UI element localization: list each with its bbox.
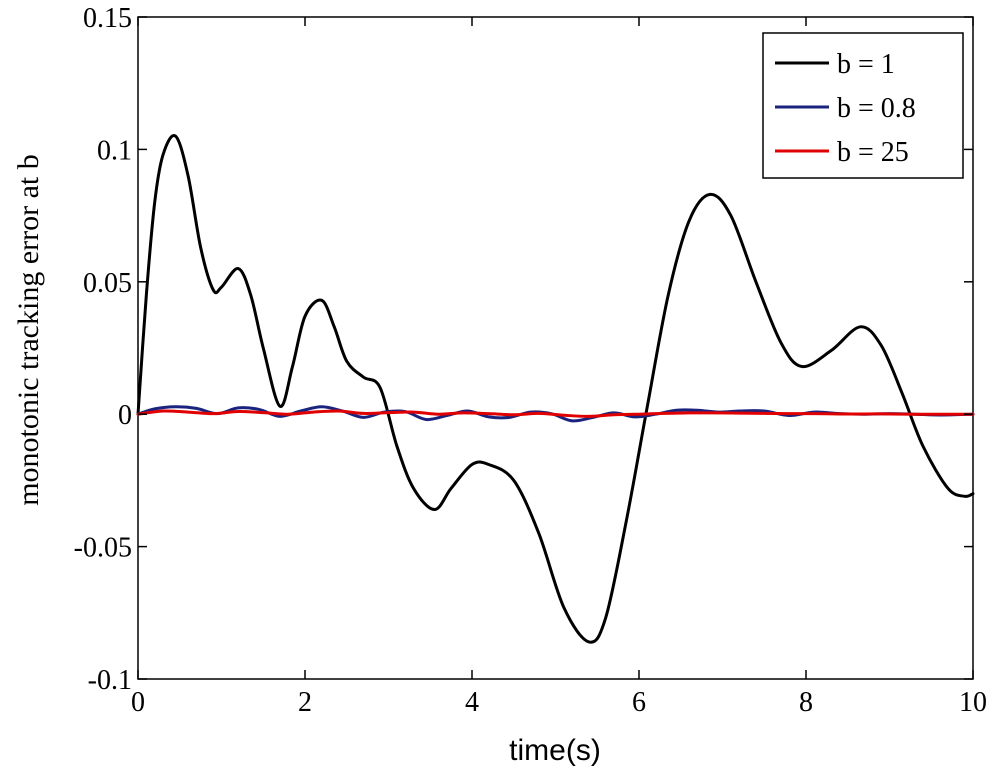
- y-tick-label: 0: [118, 400, 132, 431]
- y-tick-label: -0.1: [88, 665, 132, 696]
- series-line-3: [136, 409, 975, 418]
- ticks-layer: 0 2 4 6 8 10 -0.1 -0.05 0 0.05 0.1 0.15: [74, 3, 987, 718]
- x-tick-label: 6: [632, 687, 646, 718]
- x-tick-label: 4: [465, 687, 479, 718]
- y-tick-label: 0.05: [83, 268, 132, 299]
- x-tick-label: 2: [298, 687, 312, 718]
- y-tick-label: 0.1: [97, 135, 132, 166]
- x-tick-label: 8: [799, 687, 813, 718]
- legend-label-3: b = 25: [837, 137, 909, 168]
- legend: b = 1 b = 0.8 b = 25: [762, 32, 964, 179]
- x-axis-label: time(s): [509, 734, 601, 767]
- x-tick-label: 0: [131, 687, 145, 718]
- x-tick-label: 10: [959, 687, 987, 718]
- y-tick-label: -0.05: [74, 533, 132, 564]
- y-axis-label: monotonic tracking error at b: [12, 154, 45, 506]
- legend-label-2: b = 0.8: [837, 93, 916, 124]
- series-layer: [136, 133, 975, 644]
- y-tick-label: 0.15: [83, 3, 132, 34]
- legend-label-1: b = 1: [837, 49, 895, 80]
- series-line-1: [136, 133, 975, 644]
